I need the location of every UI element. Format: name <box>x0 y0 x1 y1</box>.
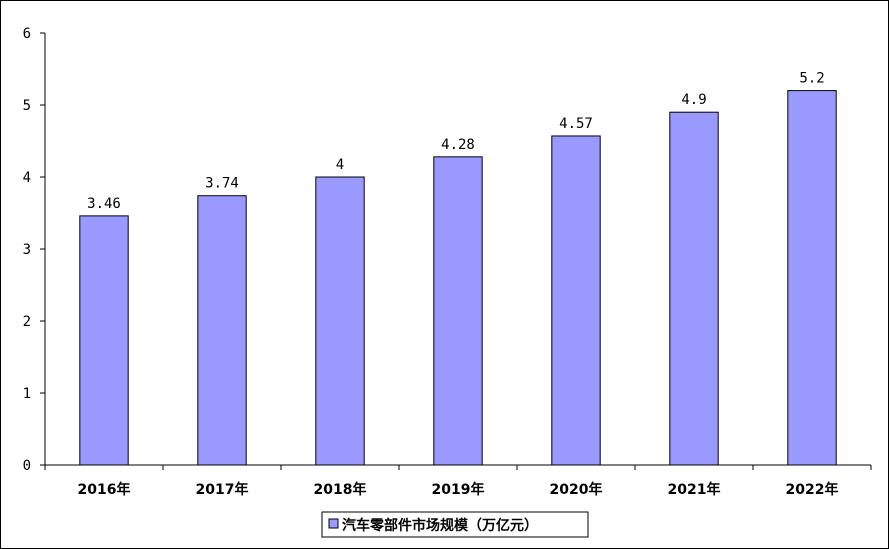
bar <box>433 156 483 466</box>
bar <box>197 195 247 466</box>
data-labels: 3.46 3.74 4 4.28 4.57 4.9 5.2 <box>87 71 825 212</box>
bar <box>315 176 365 466</box>
bar <box>787 90 837 466</box>
legend-box <box>321 511 589 538</box>
legend-label: 汽车零部件市场规模（万亿元） <box>342 517 538 534</box>
y-tick-label: 1 <box>23 386 31 402</box>
y-axis: 0 1 2 3 4 5 6 <box>23 26 46 474</box>
x-tick-label: 2017年 <box>196 481 249 498</box>
x-tick-label: 2016年 <box>78 481 131 498</box>
x-tick-label: 2019年 <box>432 481 485 498</box>
bar <box>669 111 719 466</box>
y-tick-label: 4 <box>23 170 31 186</box>
bars <box>79 90 837 466</box>
data-label: 4.9 <box>681 92 706 108</box>
x-tick-label: 2021年 <box>668 481 721 498</box>
y-tick-label: 6 <box>23 26 31 42</box>
legend-swatch <box>328 518 339 529</box>
data-label: 5.2 <box>799 71 824 87</box>
data-label: 4.28 <box>441 137 475 153</box>
data-label: 3.46 <box>87 196 121 212</box>
x-tick-label: 2022年 <box>786 481 839 498</box>
x-tick-label: 2018年 <box>314 481 367 498</box>
x-tick-label: 2020年 <box>550 481 603 498</box>
x-axis: 2016年 2017年 2018年 2019年 2020年 2021年 2022年 <box>44 464 872 498</box>
bar <box>79 215 129 466</box>
y-tick-label: 3 <box>23 242 31 258</box>
data-label: 4 <box>336 157 344 173</box>
legend: 汽车零部件市场规模（万亿元） <box>321 511 589 538</box>
y-tick-label: 2 <box>23 314 31 330</box>
data-label: 4.57 <box>559 116 593 132</box>
y-tick-label: 0 <box>23 458 31 474</box>
bar <box>551 135 601 466</box>
y-tick-label: 5 <box>23 98 31 114</box>
data-label: 3.74 <box>205 176 239 192</box>
